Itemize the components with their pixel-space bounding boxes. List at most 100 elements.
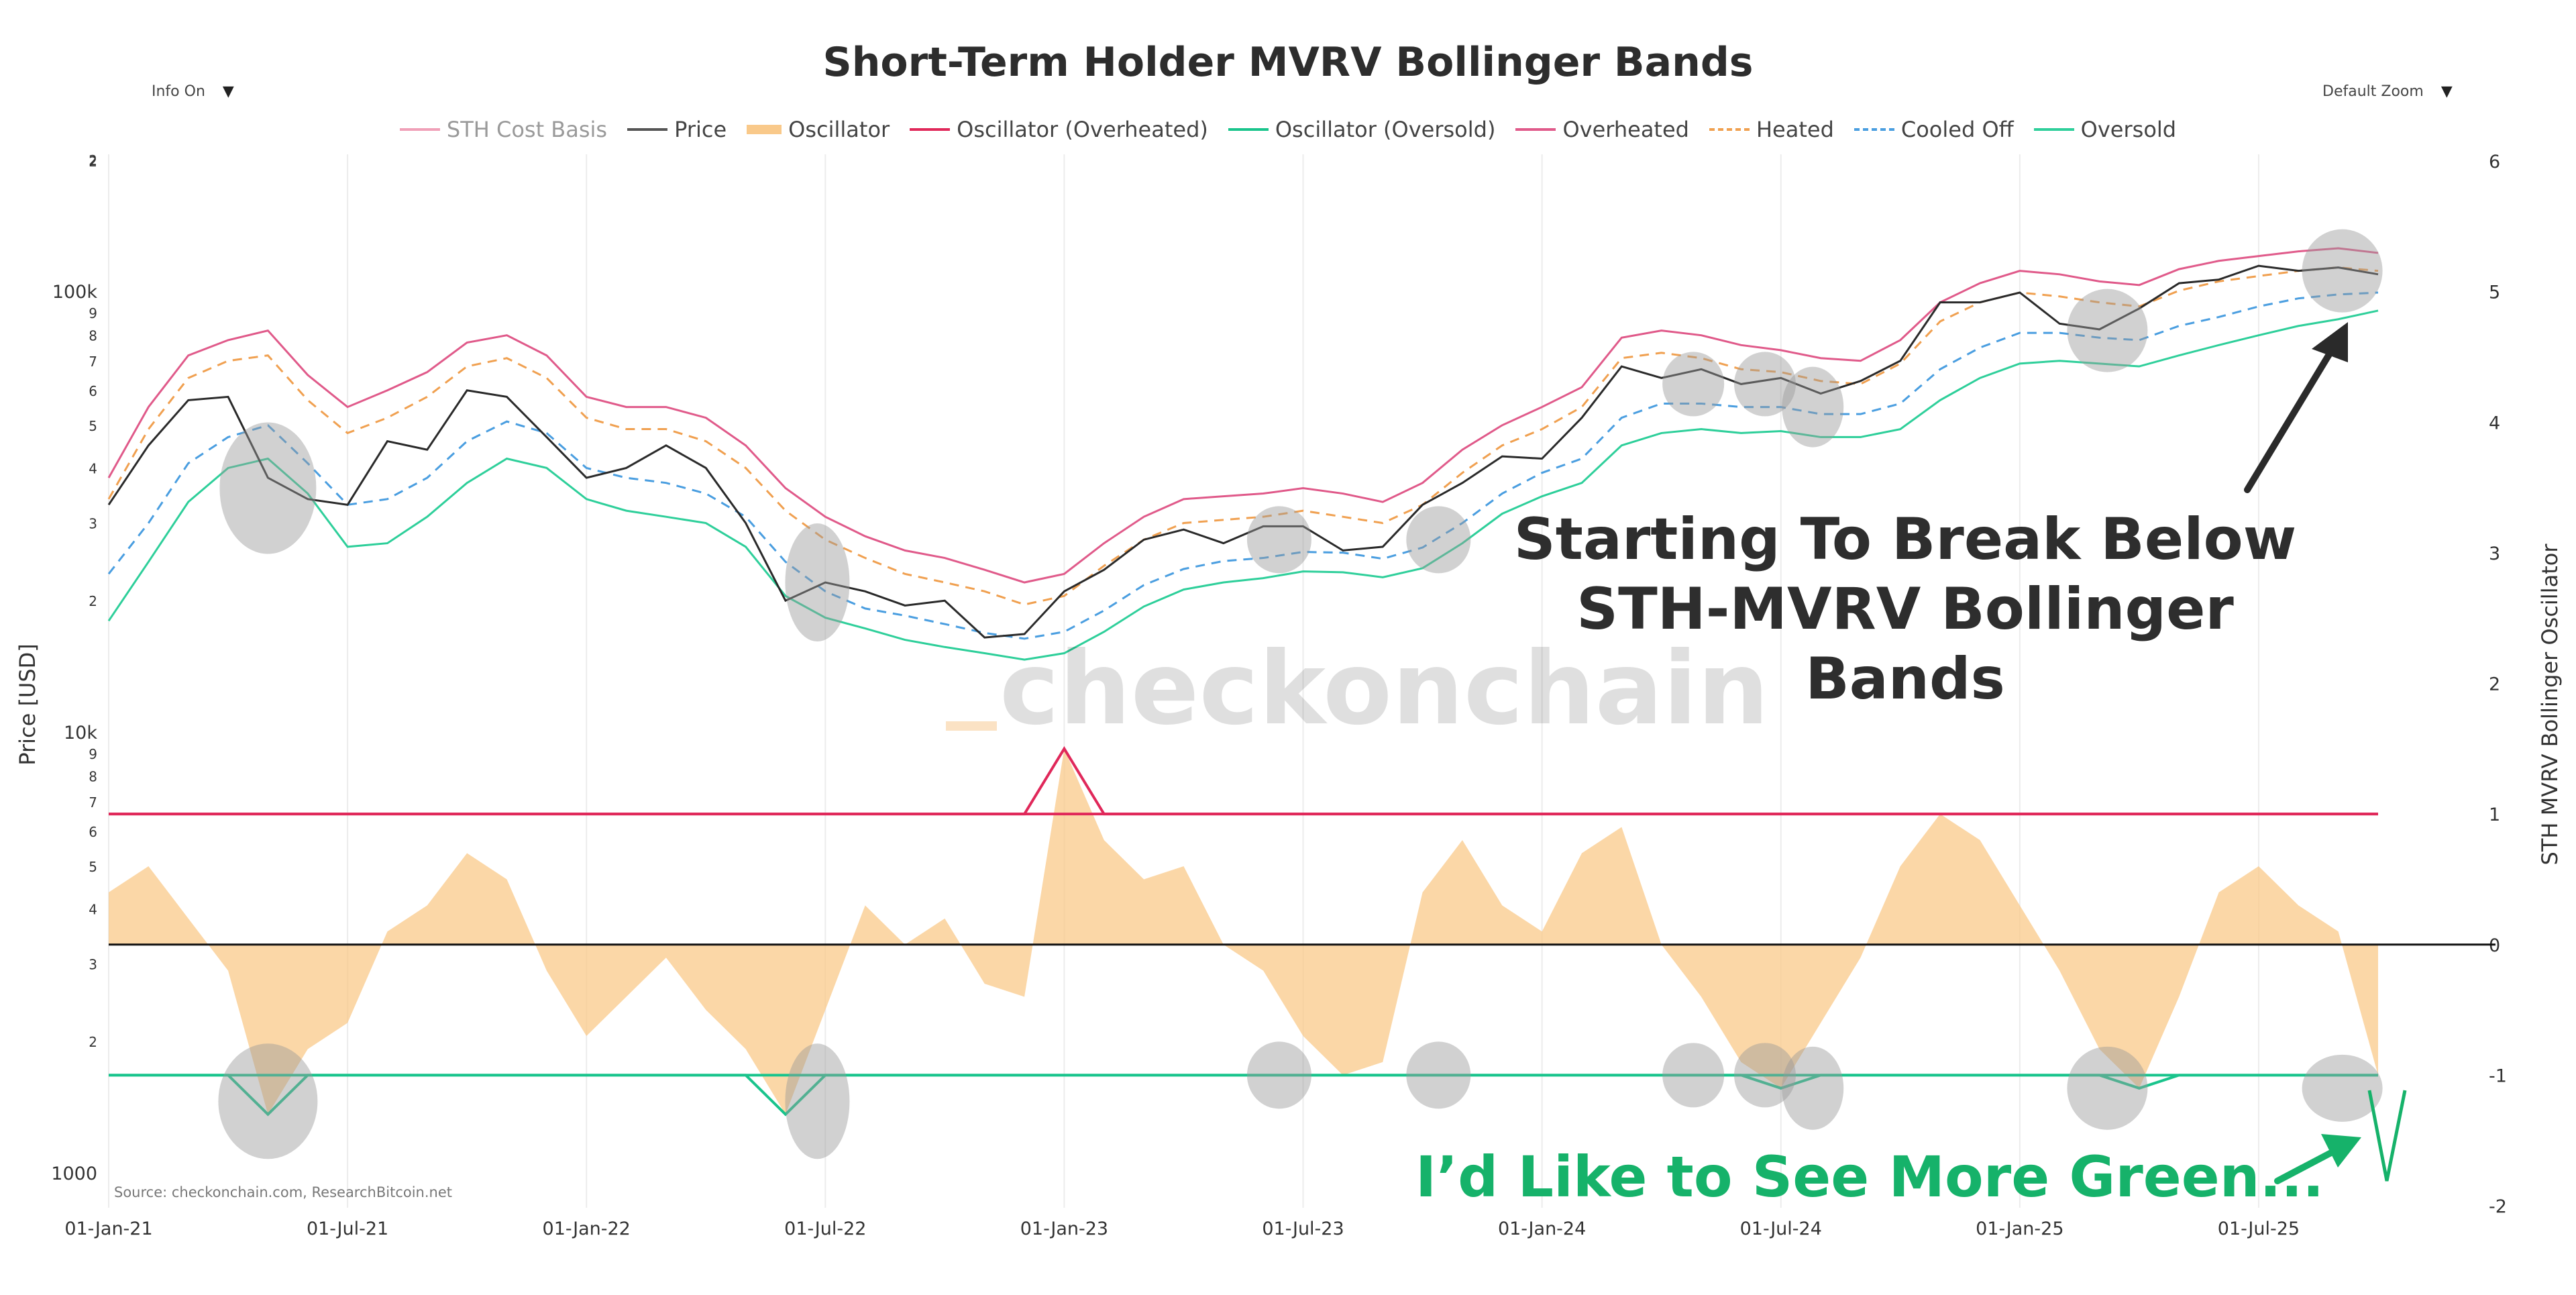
highlight-ellipse <box>1733 352 1796 417</box>
left-tick-label: 7 <box>89 794 97 811</box>
right-tick-label: 4 <box>2489 413 2500 433</box>
legend-item[interactable]: Price <box>627 117 727 142</box>
legend-swatch <box>1709 128 1750 131</box>
left-tick-label: 2 <box>89 154 97 170</box>
watermark-bar <box>946 721 997 731</box>
x-tick-label: 01-Jul-23 <box>1262 1219 1344 1239</box>
legend-item[interactable]: Oscillator (Overheated) <box>910 117 1208 142</box>
chart-legend: STH Cost Basis Price Oscillator Oscillator … <box>0 117 2576 142</box>
info-toggle-select[interactable]: Info On ▼ <box>152 72 252 110</box>
right-tick-label: 6 <box>2489 152 2500 172</box>
legend-swatch <box>910 128 951 131</box>
series-oversold <box>107 309 2379 661</box>
x-tick-label: 01-Jul-21 <box>307 1219 388 1239</box>
annotation-line-2: STH-MVRV Bollinger Bands <box>1576 576 2234 713</box>
chevron-down-icon: ▼ <box>222 83 234 100</box>
left-tick-label: 6 <box>89 824 97 840</box>
legend-item[interactable]: Oversold <box>2033 117 2177 142</box>
left-tick-label: 3 <box>89 516 97 532</box>
highlight-ellipse <box>219 422 317 554</box>
legend-label: STH Cost Basis <box>446 117 608 142</box>
left-tick-label: 4 <box>89 901 97 917</box>
legend-label: Heated <box>1756 117 1834 142</box>
highlight-ellipse <box>1662 1043 1725 1108</box>
x-tick-label: 01-Jul-22 <box>784 1219 866 1239</box>
x-tick-label: 01-Jan-24 <box>1498 1219 1586 1239</box>
left-tick-label: 6 <box>89 383 97 399</box>
right-tick-label: 3 <box>2489 543 2500 564</box>
highlight-circles <box>218 229 2383 1159</box>
legend-swatch <box>1228 128 1269 131</box>
legend-item[interactable]: Overheated <box>1515 117 1689 142</box>
source-note: Source: checkonchain.com, ResearchBitcoi… <box>114 1184 452 1200</box>
annotation-break-below: Starting To Break Below STH-MVRV Bolling… <box>1503 505 2308 714</box>
left-tick-label: 9 <box>89 746 97 762</box>
legend-item[interactable]: Oscillator (Oversold) <box>1228 117 1496 142</box>
legend-swatch <box>399 128 440 131</box>
chevron-down-icon: ▼ <box>2440 83 2453 100</box>
left-tick-label: 2 <box>89 593 97 609</box>
legend-swatch <box>1515 128 1556 131</box>
legend-label: Oversold <box>2080 117 2177 142</box>
highlight-ellipse <box>1733 1043 1796 1108</box>
legend-label: Oscillator <box>788 117 890 142</box>
zoom-select[interactable]: Default Zoom ▼ <box>2322 72 2477 110</box>
left-tick-label: 1000 <box>51 1163 97 1184</box>
highlight-ellipse <box>2302 229 2383 313</box>
series-price <box>107 264 2379 639</box>
left-tick-label: 5 <box>89 418 97 434</box>
green-v-sketch <box>2367 1090 2407 1182</box>
legend-item[interactable]: Cooled Off <box>1854 117 2014 142</box>
highlight-ellipse <box>2067 289 2148 372</box>
series-overheated <box>107 247 2379 584</box>
left-tick-label: 10k <box>64 723 97 743</box>
annotation-line-1: Starting To Break Below <box>1513 506 2297 573</box>
watermark: checkonchain <box>1000 631 1770 747</box>
highlight-ellipse <box>1406 1041 1471 1109</box>
series-cooled-off <box>107 291 2379 640</box>
highlight-ellipse <box>1782 366 1844 448</box>
highlight-ellipse <box>2067 1046 2148 1130</box>
right-axis-label: STH MVRV Bollinger Oscillator <box>2537 543 2563 866</box>
legend-swatch <box>627 128 668 131</box>
legend-item[interactable]: Heated <box>1709 117 1834 142</box>
highlight-ellipse <box>785 1043 850 1159</box>
highlight-ellipse <box>2302 1054 2383 1122</box>
right-tick-label: -2 <box>2489 1196 2507 1217</box>
legend-swatch <box>747 125 782 134</box>
legend-item[interactable]: Oscillator <box>747 117 890 142</box>
oscillator-oversold-line <box>109 1074 2378 1117</box>
legend-label: Price <box>674 117 727 142</box>
x-tick-label: 01-Jan-21 <box>64 1219 152 1239</box>
highlight-ellipse <box>785 523 850 642</box>
highlight-ellipse <box>1246 1041 1311 1109</box>
legend-label: Oscillator (Overheated) <box>957 117 1208 142</box>
legend-swatch <box>1854 128 1894 131</box>
x-tick-label: 01-Jul-24 <box>1740 1219 1822 1239</box>
chart-grid <box>108 154 2259 1208</box>
annotation-more-green: I’d Like to See More Green... <box>1415 1144 2324 1210</box>
right-tick-label: 2 <box>2489 674 2500 695</box>
right-tick-label: -1 <box>2489 1066 2507 1086</box>
legend-label: Overheated <box>1562 117 1689 142</box>
oscillator-area <box>109 748 2378 1115</box>
legend-item[interactable]: STH Cost Basis <box>399 117 608 142</box>
info-select-label: Info On <box>152 83 205 100</box>
oscillator-layer <box>109 745 2496 1117</box>
annotation-arrows <box>2244 322 2407 1184</box>
zoom-select-label: Default Zoom <box>2322 83 2424 100</box>
x-tick-label: 01-Jan-22 <box>543 1219 631 1239</box>
legend-swatch <box>2033 128 2074 131</box>
left-tick-label: 2 <box>89 1034 97 1050</box>
black-arrow-shaft <box>2244 342 2338 493</box>
legend-label: Oscillator (Oversold) <box>1275 117 1496 142</box>
left-tick-label: 8 <box>89 769 97 785</box>
right-tick-label: 5 <box>2489 282 2500 303</box>
chart-title: Short-Term Holder MVRV Bollinger Bands <box>822 39 1754 86</box>
highlight-ellipse <box>218 1043 318 1159</box>
highlight-ellipse <box>1782 1046 1844 1130</box>
x-tick-label: 01-Jan-23 <box>1020 1219 1108 1239</box>
left-tick-label: 3 <box>89 957 97 973</box>
